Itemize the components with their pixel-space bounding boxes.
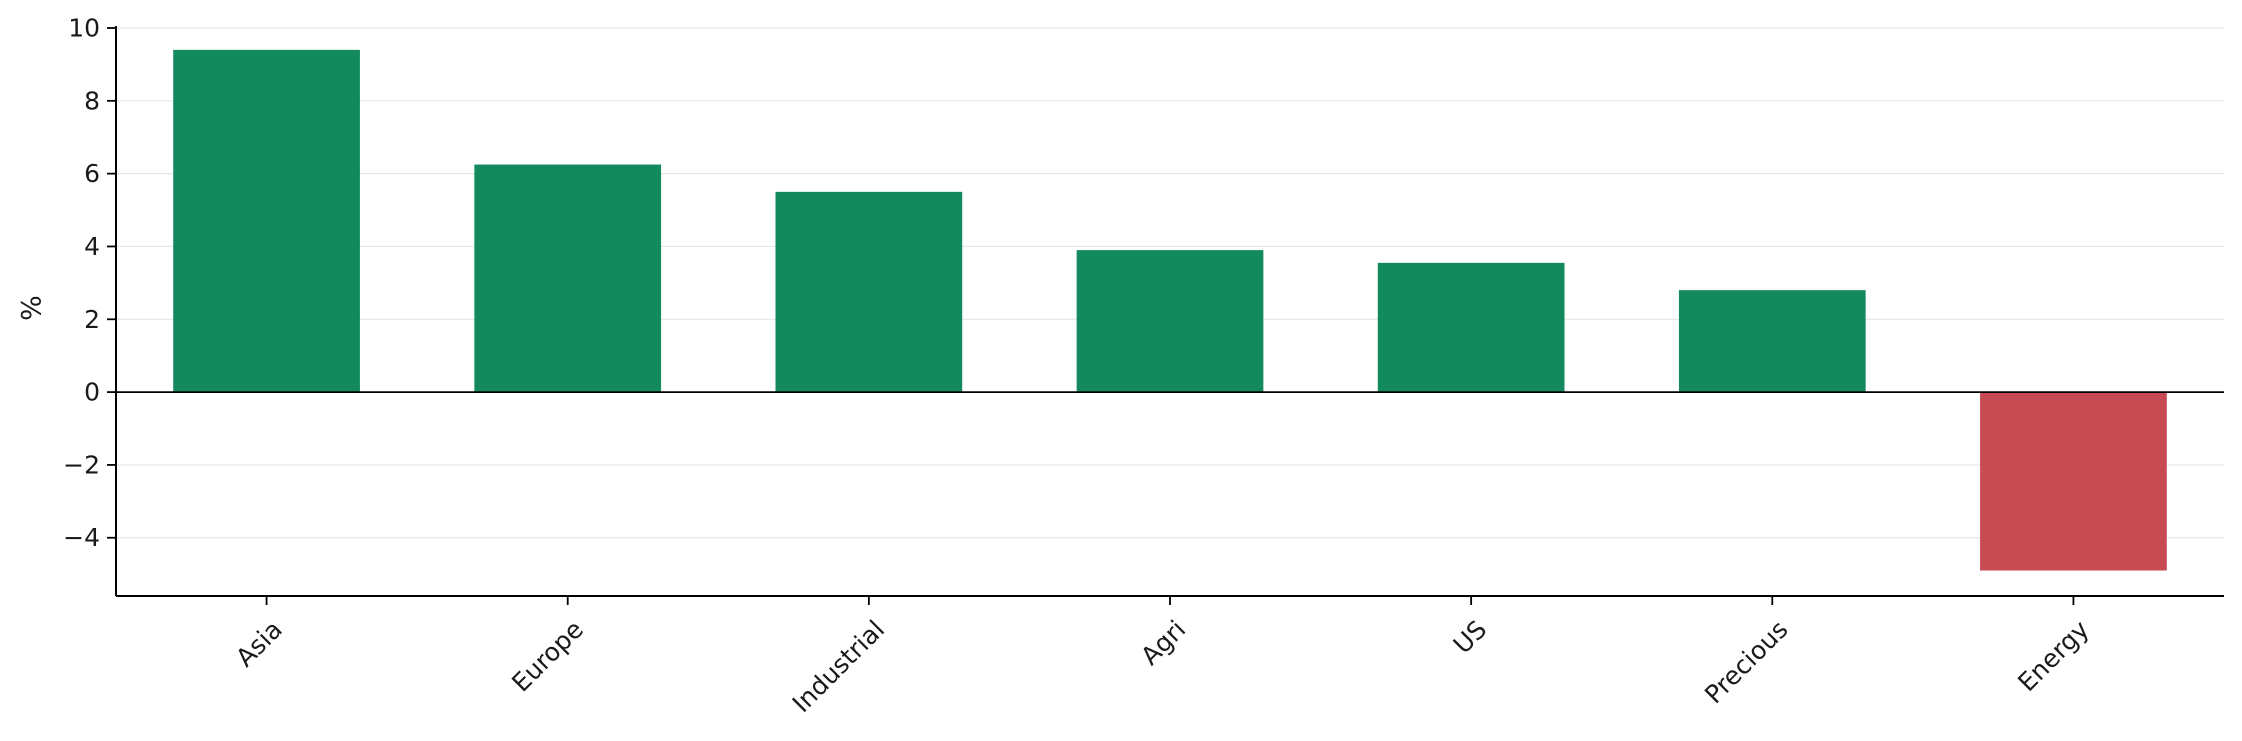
x-tick-label-energy: Energy: [2012, 615, 2095, 698]
bar-agri: [1076, 250, 1264, 393]
x-tick-label-europe: Europe: [506, 615, 589, 698]
x-tick-label-asia: Asia: [230, 615, 288, 673]
bar-asia: [173, 49, 360, 393]
y-tick-label-7: 10: [68, 14, 100, 43]
y-tick-label-0: −4: [63, 523, 100, 552]
x-tick-label-precious: Precious: [1699, 615, 1793, 709]
y-ticks: −4 −2 0 2 4 6 8 10: [63, 14, 116, 552]
y-tick-label-6: 8: [84, 86, 100, 115]
y-tick-label-4: 4: [84, 232, 100, 261]
y-tick-label-5: 6: [84, 159, 100, 188]
x-tick-label-industrial: Industrial: [787, 615, 890, 718]
bar-precious: [1678, 290, 1866, 393]
x-ticks: Asia Europe Industrial Agri US Precious Energy: [230, 596, 2095, 718]
bar-us: [1377, 262, 1565, 393]
y-axis-title: %: [17, 295, 48, 321]
bar-energy: [1980, 392, 2167, 571]
y-tick-label-2: 0: [84, 378, 100, 407]
bar-europe: [474, 164, 662, 393]
y-tick-label-1: −2: [63, 450, 100, 479]
x-tick-label-agri: Agri: [1135, 615, 1191, 671]
bar-industrial: [775, 191, 963, 393]
bars: [173, 49, 2167, 571]
x-tick-label-us: US: [1448, 615, 1493, 660]
y-tick-label-3: 2: [84, 305, 100, 334]
